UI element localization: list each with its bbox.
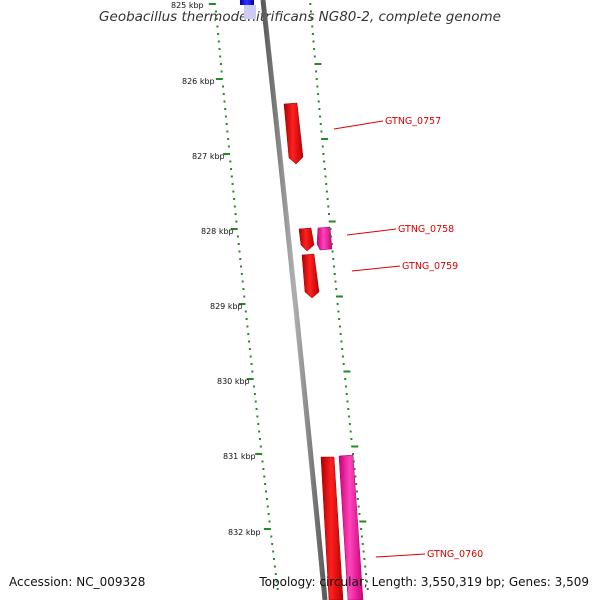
gene-reverse-0758[interactable] <box>316 226 333 251</box>
kbp-label-828: 828 kbp <box>201 227 234 236</box>
gene-leader-0759 <box>351 265 401 272</box>
gene-leader-0760 <box>375 553 426 558</box>
tick-track-right <box>309 3 369 590</box>
feature-blue[interactable] <box>240 0 254 5</box>
gene-forward-0760[interactable] <box>320 456 344 600</box>
kbp-label-827: 827 kbp <box>192 152 225 161</box>
gene-label-0757[interactable]: GTNG_0757 <box>385 116 441 127</box>
feature-blue-pale <box>244 5 256 19</box>
kbp-label-829: 829 kbp <box>210 302 243 311</box>
map-title: Geobacillus thermodenitrificans NG80-2, … <box>99 9 501 25</box>
kbp-label-832: 832 kbp <box>228 528 261 537</box>
tick-track-left <box>208 3 279 590</box>
gene-forward-0759[interactable] <box>301 253 320 299</box>
genome-stats-text: Topology: circular; Length: 3,550,319 bp… <box>259 575 589 589</box>
kbp-label-825: 825 kbp <box>171 1 204 10</box>
kbp-label-826: 826 kbp <box>182 77 215 86</box>
gene-label-0759[interactable]: GTNG_0759 <box>402 261 458 272</box>
kbp-label-831: 831 kbp <box>223 452 256 461</box>
gene-label-0760[interactable]: GTNG_0760 <box>427 549 483 560</box>
accession-text: Accession: NC_009328 <box>9 575 146 589</box>
gene-leader-0758 <box>346 228 397 236</box>
gene-forward-0757[interactable] <box>283 102 304 165</box>
genome-backbone <box>260 0 328 600</box>
gene-reverse-0760[interactable] <box>338 454 364 600</box>
gene-forward-0758[interactable] <box>298 227 315 252</box>
gene-leader-0757 <box>333 120 384 130</box>
kbp-label-830: 830 kbp <box>217 377 250 386</box>
gene-label-0758[interactable]: GTNG_0758 <box>398 224 454 235</box>
